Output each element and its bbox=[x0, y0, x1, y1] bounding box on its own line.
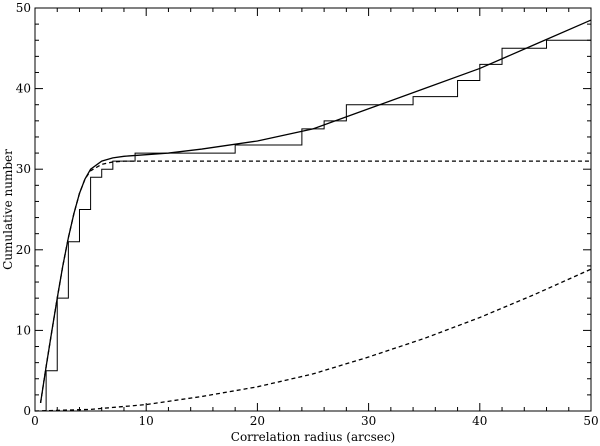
x-tick-label: 30 bbox=[361, 414, 376, 428]
y-tick-label: 20 bbox=[16, 243, 31, 257]
x-axis-label: Correlation radius (arcsec) bbox=[231, 430, 395, 444]
plot-frame bbox=[34, 7, 592, 412]
ticks bbox=[34, 7, 592, 412]
x-tick-label: 20 bbox=[250, 414, 265, 428]
tick-labels: 0 10 20 30 40 50 0 10 20 30 40 50 bbox=[16, 1, 599, 428]
y-axis-label: Cumulative number bbox=[1, 149, 15, 270]
y-tick-label: 30 bbox=[16, 162, 31, 176]
dashed-curve-series bbox=[39, 160, 591, 404]
x-tick-label: 50 bbox=[583, 414, 598, 428]
y-tick-label: 50 bbox=[16, 1, 31, 15]
x-tick-label: 40 bbox=[472, 414, 487, 428]
y-tick-label: 40 bbox=[16, 82, 31, 96]
dashed-curve-series bbox=[34, 268, 592, 412]
step-series bbox=[41, 39, 591, 412]
x-tick-label: 0 bbox=[31, 414, 39, 428]
x-tick-label: 10 bbox=[139, 414, 154, 428]
y-tick-label: 10 bbox=[16, 323, 31, 337]
series-layer bbox=[34, 19, 592, 412]
y-tick-label: 0 bbox=[23, 404, 31, 418]
solid-curve-series bbox=[39, 19, 592, 404]
